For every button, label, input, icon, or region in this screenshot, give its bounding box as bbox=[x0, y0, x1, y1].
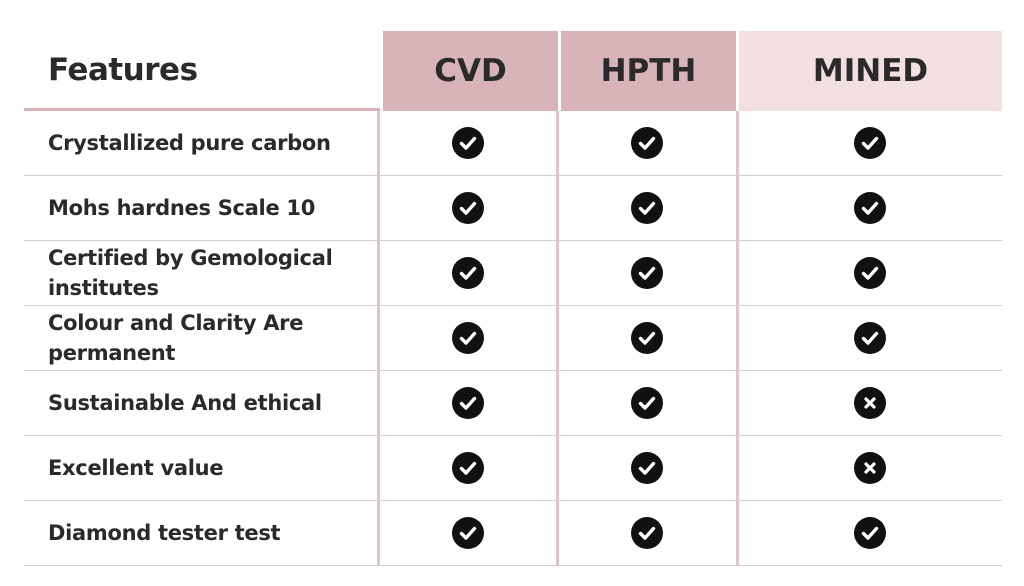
cell-mined bbox=[735, 241, 1002, 305]
column-header-mined: MINED bbox=[739, 31, 1002, 111]
check-circle-icon bbox=[854, 192, 887, 224]
check-circle-icon bbox=[631, 127, 664, 159]
table-header: Features CVD HPTH MINED bbox=[24, 31, 1002, 111]
table-row: Colour and Clarity Are permanent bbox=[24, 306, 1002, 371]
cell-mined bbox=[735, 111, 1002, 175]
cell-mined bbox=[735, 176, 1002, 240]
cell-hpth bbox=[556, 436, 735, 500]
feature-label: Crystallized pure carbon bbox=[48, 131, 331, 155]
cell-hpth bbox=[556, 501, 735, 565]
table-row: Certified by Gemological institutes bbox=[24, 241, 1002, 306]
cell-mined bbox=[735, 371, 1002, 435]
check-circle-icon bbox=[854, 322, 887, 354]
column-header-hpth: HPTH bbox=[561, 31, 736, 111]
check-circle-icon bbox=[452, 127, 485, 159]
feature-label: Certified by Gemological institutes bbox=[48, 246, 333, 300]
check-circle-icon bbox=[631, 387, 664, 419]
comparison-table: Features CVD HPTH MINED Crystallized pur… bbox=[24, 31, 1002, 566]
check-circle-icon bbox=[854, 517, 887, 549]
table-row: Diamond tester test bbox=[24, 501, 1002, 566]
feature-label: Mohs hardnes Scale 10 bbox=[48, 196, 316, 220]
cross-circle-icon bbox=[854, 387, 887, 419]
feature-label: Colour and Clarity Are permanent bbox=[48, 311, 304, 365]
check-circle-icon bbox=[854, 127, 887, 159]
check-circle-icon bbox=[452, 322, 485, 354]
check-circle-icon bbox=[452, 452, 485, 484]
feature-label: Diamond tester test bbox=[48, 521, 281, 545]
cell-cvd bbox=[376, 371, 556, 435]
cell-cvd bbox=[376, 241, 556, 305]
check-circle-icon bbox=[631, 322, 664, 354]
feature-label: Sustainable And ethical bbox=[48, 391, 322, 415]
cell-mined bbox=[735, 501, 1002, 565]
check-circle-icon bbox=[631, 452, 664, 484]
table-row: Crystallized pure carbon bbox=[24, 111, 1002, 176]
cell-cvd bbox=[376, 501, 556, 565]
cell-hpth bbox=[556, 176, 735, 240]
features-header: Features bbox=[24, 31, 380, 111]
cross-circle-icon bbox=[854, 452, 887, 484]
column-header-cvd: CVD bbox=[383, 31, 558, 111]
check-circle-icon bbox=[452, 517, 485, 549]
check-circle-icon bbox=[452, 192, 485, 224]
table-row: Excellent value bbox=[24, 436, 1002, 501]
table-row: Mohs hardnes Scale 10 bbox=[24, 176, 1002, 241]
check-circle-icon bbox=[631, 192, 664, 224]
table-body: Crystallized pure carbon Mohs hardnes Sca… bbox=[24, 111, 1002, 566]
cell-hpth bbox=[556, 306, 735, 370]
cell-hpth bbox=[556, 371, 735, 435]
check-circle-icon bbox=[452, 257, 485, 289]
cell-cvd bbox=[376, 111, 556, 175]
cell-mined bbox=[735, 306, 1002, 370]
cell-cvd bbox=[376, 306, 556, 370]
check-circle-icon bbox=[631, 257, 664, 289]
cell-cvd bbox=[376, 176, 556, 240]
cell-cvd bbox=[376, 436, 556, 500]
table-row: Sustainable And ethical bbox=[24, 371, 1002, 436]
cell-mined bbox=[735, 436, 1002, 500]
check-circle-icon bbox=[452, 387, 485, 419]
feature-label: Excellent value bbox=[48, 456, 224, 480]
cell-hpth bbox=[556, 111, 735, 175]
check-circle-icon bbox=[631, 517, 664, 549]
check-circle-icon bbox=[854, 257, 887, 289]
cell-hpth bbox=[556, 241, 735, 305]
